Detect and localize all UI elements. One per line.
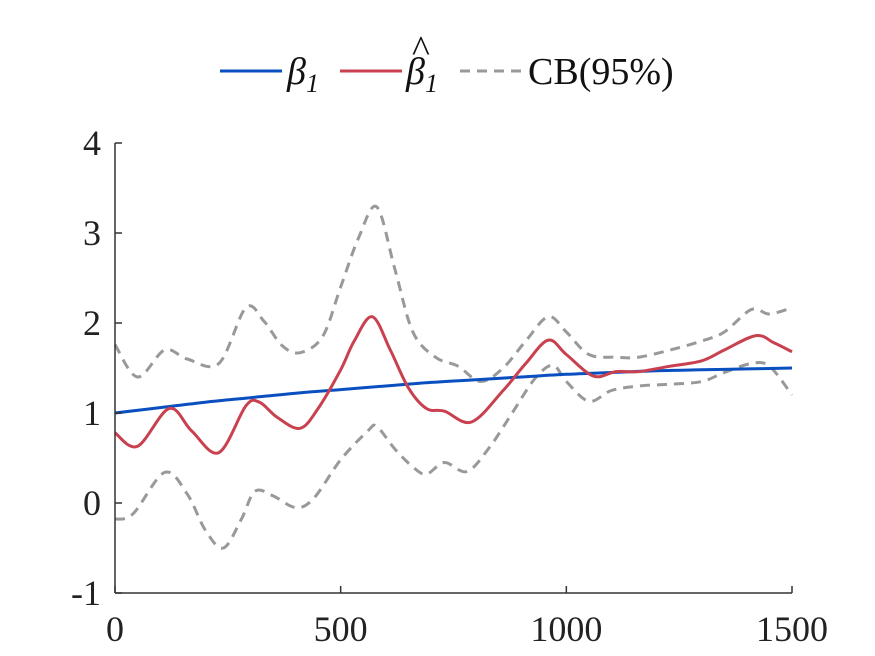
x-tick-label: 1500 bbox=[756, 609, 828, 649]
y-tick-label: 1 bbox=[83, 393, 101, 433]
legend-label-beta1: β1 bbox=[286, 51, 319, 98]
x-tick-label: 500 bbox=[314, 609, 368, 649]
y-tick-label: -1 bbox=[71, 573, 101, 613]
legend-label-beta1-hat: β1 bbox=[405, 51, 438, 98]
x-tick-label: 1000 bbox=[530, 609, 602, 649]
legend: β1 β1 ^ CB(95%) bbox=[220, 29, 674, 98]
x-ticks: 0 500 1000 1500 bbox=[106, 586, 828, 649]
series-layer bbox=[113, 204, 794, 550]
y-tick-label: 2 bbox=[83, 303, 101, 343]
y-ticks: -1 0 1 2 3 4 bbox=[71, 123, 122, 613]
x-tick-label: 0 bbox=[106, 609, 124, 649]
series-line-cb-upper bbox=[113, 204, 793, 383]
y-tick-label: 3 bbox=[83, 213, 101, 253]
series-line-cb-lower bbox=[114, 360, 794, 550]
series-line-beta1-hat bbox=[114, 315, 793, 455]
legend-label-cb: CB(95%) bbox=[528, 51, 674, 93]
series-line-beta1 bbox=[114, 366, 793, 415]
y-tick-label: 4 bbox=[83, 123, 101, 163]
y-tick-label: 0 bbox=[83, 483, 101, 523]
legend-hat-mark: ^ bbox=[412, 29, 430, 71]
